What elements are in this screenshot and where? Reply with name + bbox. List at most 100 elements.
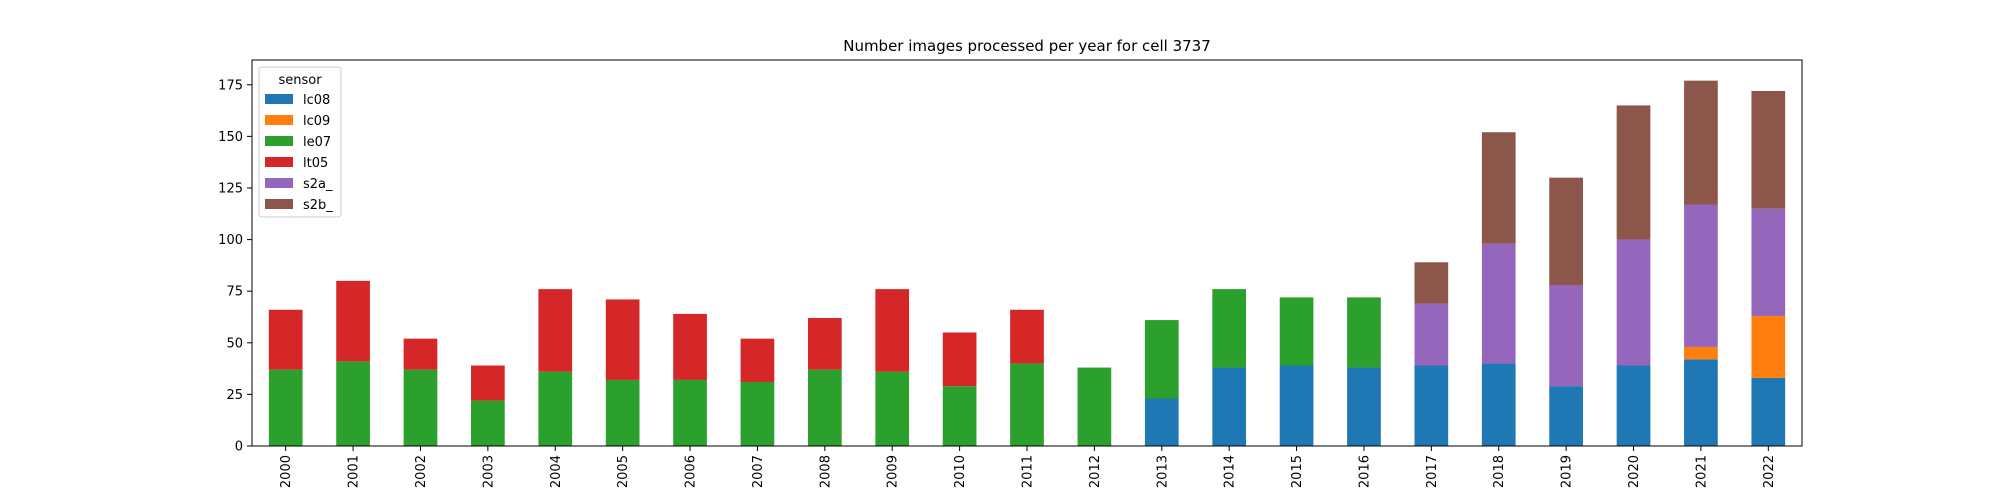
chart-title: Number images processed per year for cel… <box>843 37 1211 55</box>
bar-s2b-2018 <box>1481 132 1516 244</box>
y-tick-label: 150 <box>218 130 243 145</box>
bar-le07-2015 <box>1279 297 1314 366</box>
bar-s2b-2022 <box>1751 90 1786 209</box>
x-tick-label: 2002 <box>414 455 429 488</box>
x-tick-label: 2008 <box>818 455 833 488</box>
x-tick-label: 2000 <box>279 455 294 488</box>
x-tick-label: 2021 <box>1694 455 1709 488</box>
bar-le07-2001 <box>336 361 370 446</box>
legend-swatch-le07 <box>265 136 293 146</box>
bar-le07-2014 <box>1212 289 1247 368</box>
legend-label-lc09: lc09 <box>303 114 330 129</box>
bar-lc08-2013 <box>1144 398 1179 446</box>
bar-lt05-2008 <box>807 318 842 370</box>
bar-lc08-2020 <box>1616 365 1651 446</box>
y-axis: 0 25 50 75 100 125 150 175 <box>218 78 252 455</box>
bar-lc08-2014 <box>1212 367 1247 446</box>
x-tick-label: 2020 <box>1627 455 1642 488</box>
bar-s2a-2022 <box>1751 208 1786 316</box>
bar-lc08-2019 <box>1549 386 1583 446</box>
bar-s2a-2017 <box>1414 303 1449 366</box>
bar-le07-2013 <box>1144 320 1179 399</box>
legend-swatch-lc09 <box>265 115 293 125</box>
bar-lc08-2017 <box>1414 365 1449 446</box>
bars-layer <box>268 80 1786 446</box>
bar-lc09-2021 <box>1684 346 1718 360</box>
y-tick-label: 0 <box>235 440 243 455</box>
bar-lt05-2002 <box>403 338 438 370</box>
bar-lc08-2022 <box>1751 377 1786 446</box>
bar-le07-2005 <box>605 379 640 446</box>
bar-lt05-2001 <box>336 280 370 362</box>
plot-frame <box>251 59 1803 447</box>
x-tick-label: 2009 <box>886 455 901 488</box>
x-tick-label: 2012 <box>1088 455 1103 488</box>
legend-swatch-s2b <box>265 199 293 209</box>
y-tick-label: 50 <box>226 336 243 351</box>
bar-s2b-2020 <box>1616 105 1651 240</box>
x-tick-label: 2018 <box>1492 455 1507 488</box>
x-tick-label: 2004 <box>549 455 564 488</box>
bar-s2a-2020 <box>1616 239 1651 366</box>
bar-lc08-2015 <box>1279 365 1314 446</box>
x-tick-label: 2006 <box>684 455 699 488</box>
x-tick-label: 2014 <box>1223 455 1238 488</box>
legend-label-s2a: s2a_ <box>303 177 333 192</box>
x-tick-label: 2005 <box>616 455 631 488</box>
x-tick-label: 2003 <box>481 455 496 488</box>
bar-lt05-2009 <box>875 289 910 372</box>
x-tick-label: 2011 <box>1021 455 1036 488</box>
bar-le07-2000 <box>268 369 303 446</box>
bar-lc08-2018 <box>1481 363 1516 446</box>
bar-lt05-2004 <box>538 289 573 372</box>
bar-s2b-2019 <box>1549 177 1583 285</box>
bar-le07-2010 <box>942 386 977 446</box>
bar-lc08-2021 <box>1684 359 1718 446</box>
legend-label-lc08: lc08 <box>303 93 330 108</box>
bar-lt05-2003 <box>471 365 505 401</box>
x-tick-label: 2010 <box>953 455 968 488</box>
x-tick-label: 2001 <box>347 455 362 488</box>
legend-label-lt05: lt05 <box>303 156 328 171</box>
bar-lt05-2005 <box>605 299 640 380</box>
legend-label-le07: le07 <box>303 135 331 150</box>
legend-title: sensor <box>278 73 322 88</box>
x-tick-label: 2017 <box>1425 455 1440 488</box>
bar-lt05-2007 <box>740 338 775 383</box>
bar-le07-2006 <box>673 379 707 446</box>
legend-swatch-s2a <box>265 178 293 188</box>
bar-le07-2008 <box>807 369 842 446</box>
y-tick-label: 175 <box>218 78 243 93</box>
bar-le07-2016 <box>1347 297 1381 368</box>
bar-lc09-2022 <box>1751 315 1786 378</box>
x-tick-label: 2007 <box>751 455 766 488</box>
legend-label-s2b: s2b_ <box>303 198 333 213</box>
bar-le07-2011 <box>1010 363 1044 446</box>
bar-le07-2007 <box>740 382 775 446</box>
y-tick-label: 25 <box>226 388 243 403</box>
bar-le07-2012 <box>1077 367 1112 446</box>
bar-le07-2002 <box>403 369 438 446</box>
bar-le07-2009 <box>875 371 910 446</box>
bar-s2a-2018 <box>1481 243 1516 364</box>
y-tick-label: 125 <box>218 181 243 196</box>
bar-lt05-2000 <box>268 309 303 370</box>
x-tick-label: 2019 <box>1560 455 1575 488</box>
x-tick-label: 2022 <box>1762 455 1777 488</box>
bar-s2b-2017 <box>1414 262 1449 304</box>
bar-s2a-2021 <box>1684 204 1718 347</box>
y-tick-label: 75 <box>226 285 243 300</box>
bar-s2b-2021 <box>1684 80 1718 205</box>
legend-swatch-lc08 <box>265 94 293 104</box>
y-tick-label: 100 <box>218 233 243 248</box>
bar-lt05-2006 <box>673 313 707 380</box>
bar-lt05-2010 <box>942 332 977 387</box>
x-axis: 2000 2001 2002 2003 2004 2005 2006 2007 2008 2009… <box>279 446 1777 488</box>
bar-le07-2004 <box>538 371 573 446</box>
legend: sensor lc08 lc09 le07 lt05 s2a_ s2b_ <box>258 66 342 218</box>
bar-s2a-2019 <box>1549 284 1583 387</box>
x-tick-label: 2013 <box>1155 455 1170 488</box>
bar-le07-2003 <box>471 400 505 446</box>
legend-swatch-lt05 <box>265 157 293 167</box>
